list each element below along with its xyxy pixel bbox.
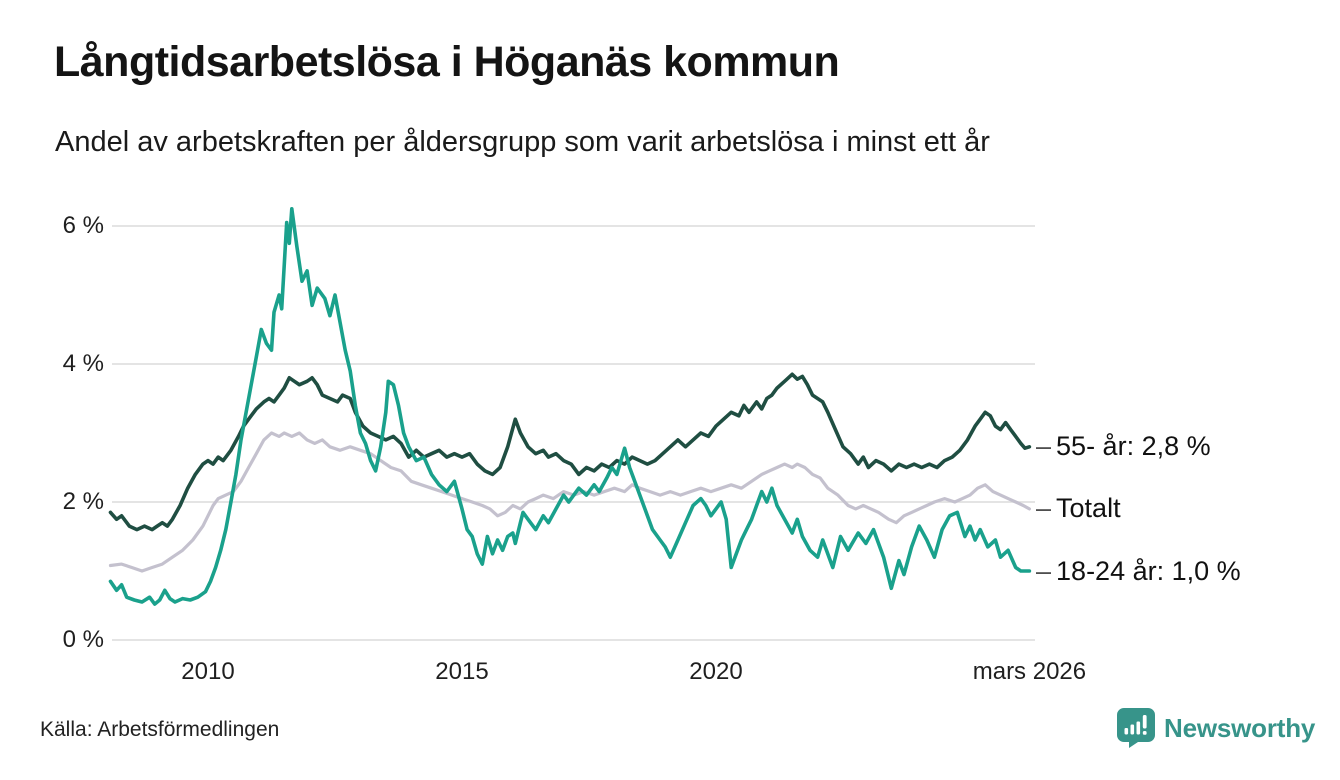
series-label-text: 18-24 år: 1,0 % [1056,555,1241,586]
brand-logo: Newsworthy [1117,708,1315,748]
chart-subtitle: Andel av arbetskraften per åldersgrupp s… [55,126,990,158]
series-label-text: 55- år: 2,8 % [1056,431,1211,462]
brand-wordmark: Newsworthy [1164,712,1316,743]
y-axis-tick-2: 2 % [62,488,104,515]
y-axis-tick-4: 4 % [62,350,104,377]
series-label-text: Totalt [1056,493,1121,524]
series-label-18-24-ar: – 18-24 år: 1,0 % [1036,554,1241,588]
x-axis-tick-mars-2026: mars 2026 [972,658,1087,685]
source-note: Källa: Arbetsförmedlingen [40,718,280,741]
leader-dash-icon: – [1036,555,1052,586]
y-axis-tick-6: 6 % [62,212,104,239]
page-title: Långtidsarbetslösa i Höganäs kommun [54,38,840,86]
leader-dash-icon: – [1036,493,1052,524]
leader-dash-icon: – [1036,431,1052,462]
x-axis-tick-2020: 2020 [689,658,743,685]
x-axis-tick-2010: 2010 [181,658,235,685]
series-label-totalt: – Totalt [1036,492,1121,526]
newsworthy-badge-icon [1117,708,1155,748]
series-label-55-ar: – 55- år: 2,8 % [1036,430,1211,464]
x-axis-tick-2015: 2015 [435,658,489,685]
y-axis-tick-0: 0 % [62,626,104,653]
